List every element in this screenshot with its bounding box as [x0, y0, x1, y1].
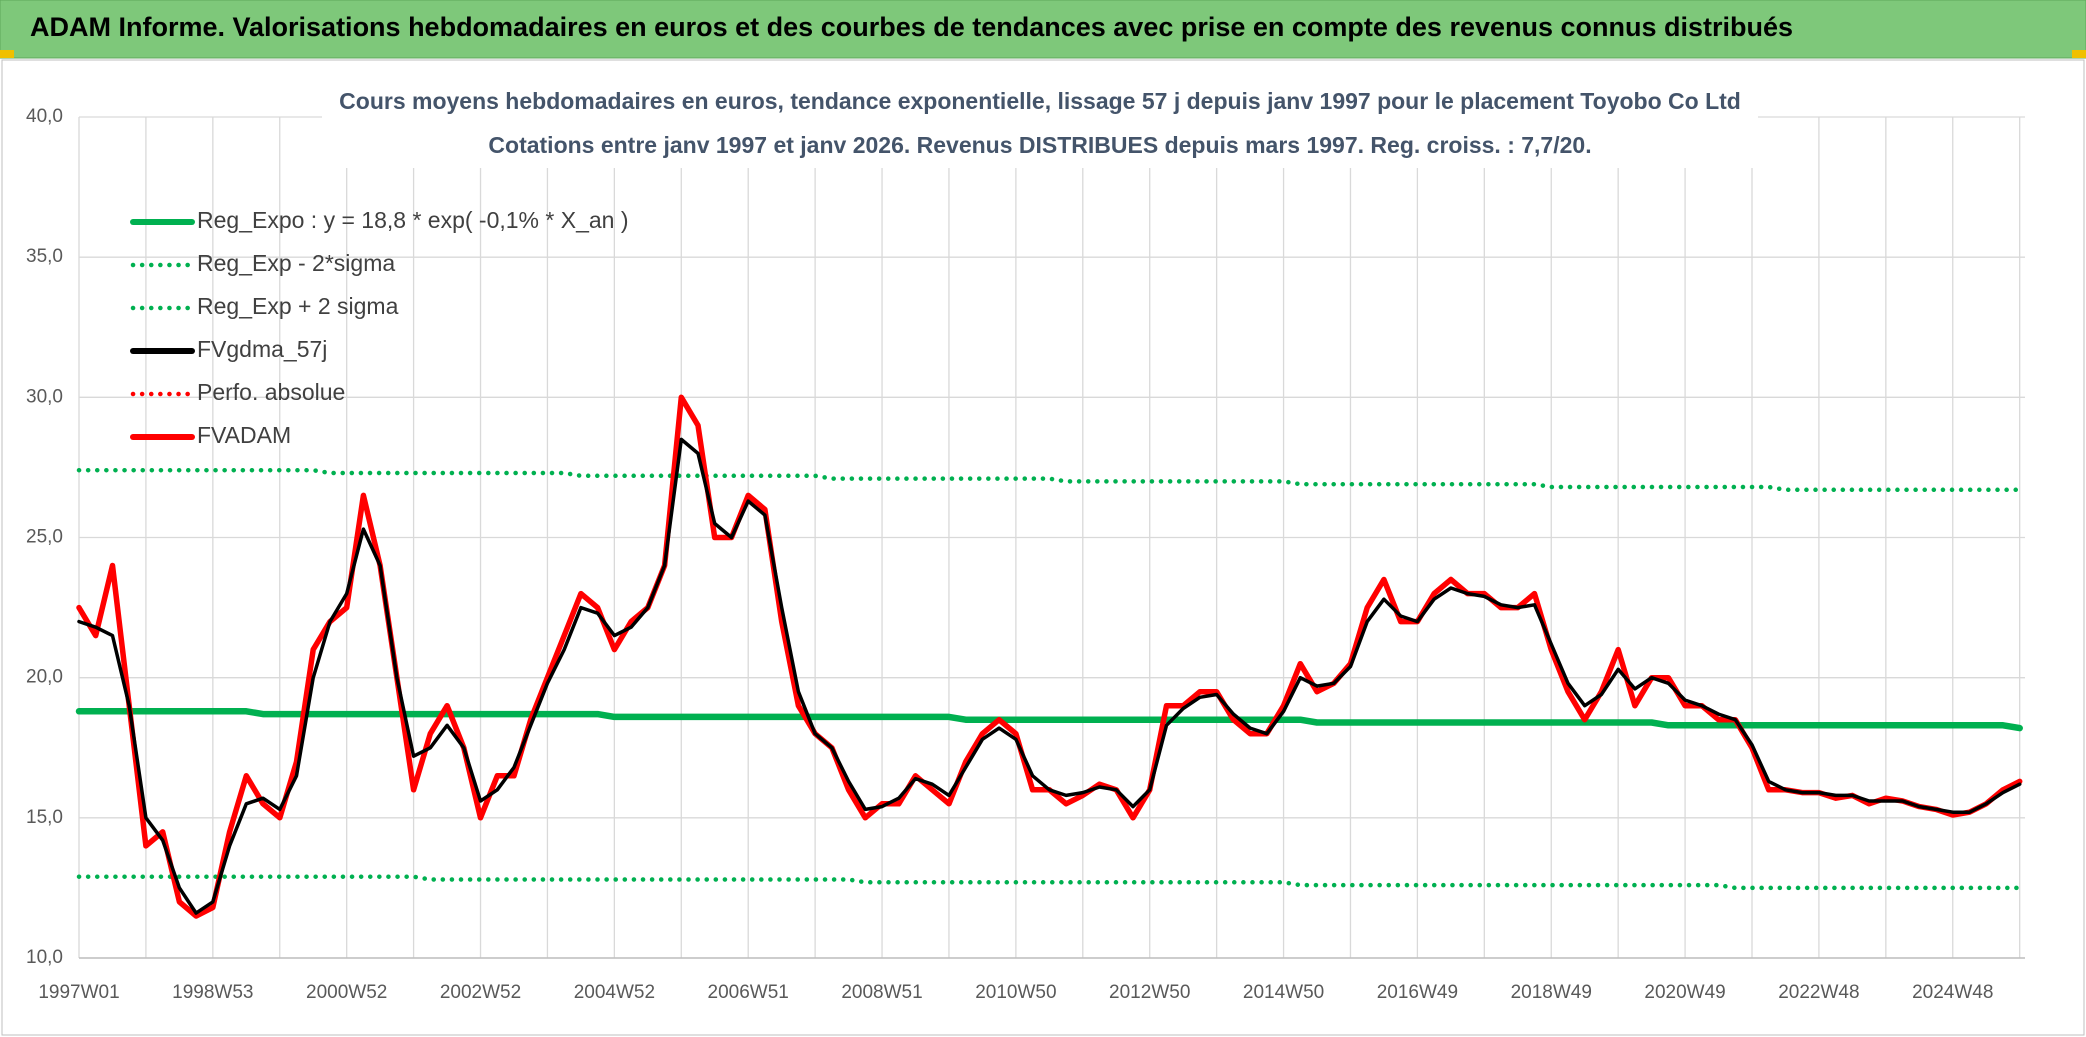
series-line [76, 467, 2022, 493]
chart-title: Cours moyens hebdomadaires en euros, ten… [339, 88, 1741, 114]
legend-label: FVgdma_57j [197, 336, 327, 362]
legend-label: Reg_Exp - 2*sigma [197, 250, 395, 276]
corner [0, 50, 14, 58]
header-title: ADAM Informe. Valorisations hebdomadaire… [30, 12, 1793, 42]
legend-label: Perfo. absolue [197, 379, 345, 405]
title-bg [322, 82, 1758, 168]
series-line [77, 437, 2022, 915]
y-tick-label: 40,0 [26, 106, 63, 127]
x-tick-label: 2012W50 [1109, 982, 1190, 1003]
chart-border [1, 59, 2085, 1036]
x-tick-label: 2010W50 [975, 982, 1056, 1003]
x-tick-label: 2002W52 [440, 982, 521, 1003]
y-tick-label: 35,0 [26, 246, 63, 267]
x-tick-label: 2006W51 [708, 982, 789, 1003]
x-tick-label: 2022W48 [1778, 982, 1859, 1003]
x-tick-label: 1998W53 [172, 982, 253, 1003]
corner [2072, 50, 2086, 58]
x-tick-label: 2008W51 [841, 982, 922, 1003]
x-tick-label: 2018W49 [1511, 982, 1592, 1003]
y-tick-label: 30,0 [26, 386, 63, 407]
y-tick-label: 25,0 [26, 527, 63, 548]
legend-label: FVADAM [197, 422, 291, 448]
x-tick-label: 2024W48 [1912, 982, 1993, 1003]
x-tick-label: 1997W01 [38, 982, 119, 1003]
y-tick-label: 20,0 [26, 667, 63, 688]
y-tick-label: 15,0 [26, 807, 63, 828]
x-tick-label: 2014W50 [1243, 982, 1324, 1003]
x-tick-label: 2016W49 [1377, 982, 1458, 1003]
y-tick-label: 10,0 [26, 947, 63, 968]
legend-label: Reg_Expo : y = 18,8 * exp( -0,1% * X_an … [197, 207, 629, 233]
legend-label: Reg_Exp + 2 sigma [197, 293, 399, 319]
x-tick-label: 2004W52 [574, 982, 655, 1003]
x-tick-label: 2000W52 [306, 982, 387, 1003]
header-bar [0, 0, 2086, 59]
series-line [76, 874, 2022, 891]
chart-subtitle: Cotations entre janv 1997 et janv 2026. … [488, 132, 1591, 158]
x-tick-label: 2020W49 [1644, 982, 1725, 1003]
